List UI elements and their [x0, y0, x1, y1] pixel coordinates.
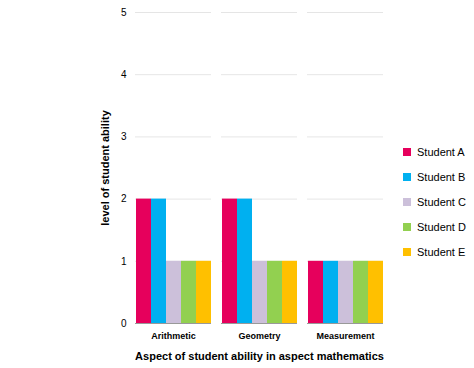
svg-text:0: 0: [121, 318, 127, 329]
svg-text:2: 2: [121, 193, 127, 204]
svg-text:3: 3: [121, 131, 127, 142]
svg-text:level of student ability: level of student ability: [99, 109, 111, 225]
html-text:Student B: Student B: [417, 171, 466, 183]
svg-text:5: 5: [121, 7, 127, 18]
svg-text:Arithmetic: Arithmetic: [151, 331, 196, 341]
svg-text:Aspect of student ability in a: Aspect of student ability in aspect math…: [135, 350, 384, 362]
html-text:Student E: Student E: [417, 246, 466, 258]
svg-text:4: 4: [121, 69, 127, 80]
html-text:Student C: Student C: [417, 196, 466, 208]
html-text:Student A: Student A: [417, 146, 465, 158]
svg-text:Geometry: Geometry: [238, 331, 280, 341]
svg-text:1: 1: [121, 255, 127, 266]
html-text:Student D: Student D: [417, 221, 466, 233]
svg-text:Measurement: Measurement: [316, 331, 374, 341]
